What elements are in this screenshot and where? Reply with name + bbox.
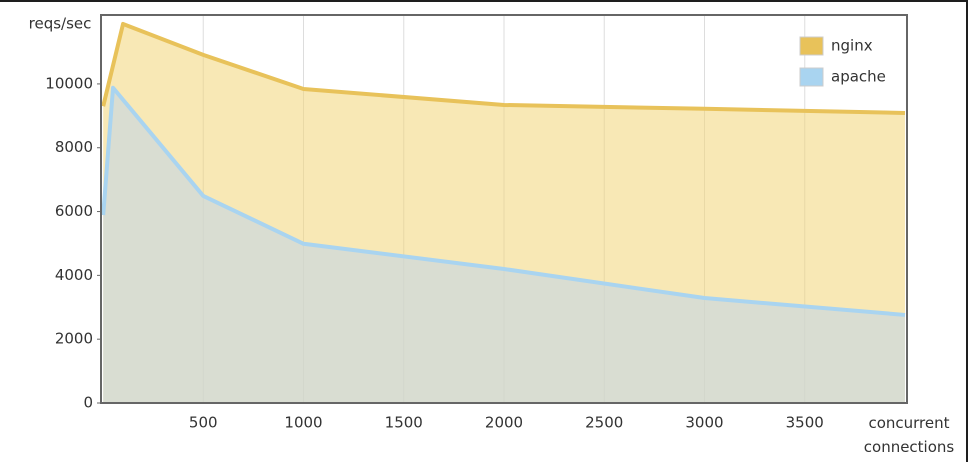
y-tick-label: 4000 [55,266,93,284]
legend-swatch [799,67,824,87]
y-tick-label: 6000 [55,202,93,220]
legend-label: nginx [831,37,873,55]
y-tick-label: 8000 [55,138,93,156]
x-axis-label: concurrent connections [864,414,955,456]
y-tick-label: 0 [83,394,93,412]
x-tick-label: 2000 [485,414,523,432]
y-tick-label: 10000 [45,74,93,92]
y-tick-label: 2000 [55,330,93,348]
y-axis-label: reqs/sec [29,15,92,33]
area [103,87,905,403]
line [101,21,906,115]
line [101,85,906,317]
x-tick-label: 2500 [585,414,623,432]
x-tick-label: 1000 [284,414,322,432]
x-tick-label: 1500 [385,414,423,432]
legend-swatch [799,36,824,56]
x-tick-label: 3500 [786,414,824,432]
legend-label: apache [831,68,886,86]
x-tick-label: 3000 [685,414,723,432]
plot-frame [100,14,908,404]
x-tick-label: 500 [189,414,218,432]
